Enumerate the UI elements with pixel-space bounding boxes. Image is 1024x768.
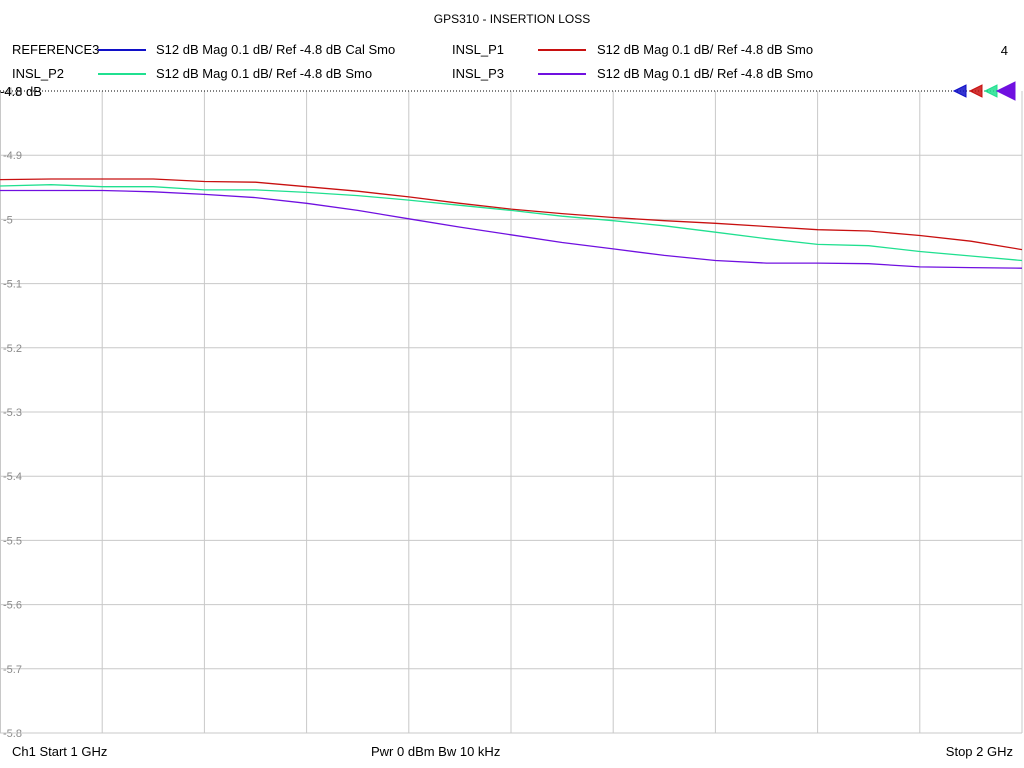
legend-row-2: INSL_P2 S12 dB Mag 0.1 dB/ Ref -4.8 dB S… bbox=[0, 66, 1024, 84]
y-tick-label: -5.2 bbox=[3, 343, 22, 355]
ref-marker-insl-p2 bbox=[983, 84, 998, 98]
y-tick-label: -5.6 bbox=[3, 600, 22, 612]
reference-level-label: -4.8 dB bbox=[0, 84, 42, 99]
trace-swatch-insl-p1 bbox=[538, 49, 586, 51]
trace-name-insl-p3[interactable]: INSL_P3 bbox=[452, 66, 505, 81]
y-tick-label: -5.8 bbox=[3, 728, 22, 740]
y-tick-label: -5.1 bbox=[3, 279, 22, 291]
trace-desc-insl-p1[interactable]: S12 dB Mag 0.1 dB/ Ref -4.8 dB Smo bbox=[597, 42, 814, 57]
trace-desc-reference3[interactable]: S12 dB Mag 0.1 dB/ Ref -4.8 dB Cal Smo bbox=[156, 42, 396, 57]
trace-swatch-insl-p2 bbox=[98, 73, 146, 75]
y-tick-label: -4.8 bbox=[3, 86, 22, 98]
trace-desc-insl-p3[interactable]: S12 dB Mag 0.1 dB/ Ref -4.8 dB Smo bbox=[597, 66, 814, 81]
ref-marker-insl-p3 bbox=[995, 81, 1016, 101]
trace-name-insl-p2[interactable]: INSL_P2 bbox=[12, 66, 65, 81]
series-line-insl-p2 bbox=[0, 184, 1023, 262]
legend-row-1: REFERENCE3 S12 dB Mag 0.1 dB/ Ref -4.8 d… bbox=[0, 42, 1024, 60]
power-bandwidth: Pwr 0 dBm Bw 10 kHz bbox=[371, 744, 501, 759]
start-frequency: Ch1 Start 1 GHz bbox=[12, 744, 108, 759]
series-line-insl-p1 bbox=[0, 178, 1023, 251]
series-line-insl-p3 bbox=[0, 189, 1023, 269]
ref-marker-reference3 bbox=[952, 84, 967, 98]
trace-name-insl-p1[interactable]: INSL_P1 bbox=[452, 42, 505, 57]
trace-name-reference3[interactable]: REFERENCE3 bbox=[12, 42, 100, 57]
trace-swatch-reference3 bbox=[98, 49, 146, 51]
trace-desc-insl-p2[interactable]: S12 dB Mag 0.1 dB/ Ref -4.8 dB Smo bbox=[156, 66, 373, 81]
y-tick-label: -5 bbox=[3, 214, 13, 226]
y-tick-label: -5.4 bbox=[3, 471, 22, 483]
ref-marker-insl-p1 bbox=[968, 84, 983, 98]
y-tick-label: -5.7 bbox=[3, 664, 22, 676]
y-tick-label: -5.5 bbox=[3, 535, 22, 547]
stop-frequency: Stop 2 GHz bbox=[945, 744, 1013, 759]
chart-title: GPS310 - INSERTION LOSS bbox=[433, 12, 591, 26]
channel-number: 4 bbox=[1000, 43, 1008, 58]
y-tick-label: -5.3 bbox=[3, 407, 22, 419]
y-tick-label: -4.9 bbox=[3, 150, 22, 162]
trace-swatch-insl-p3 bbox=[538, 73, 586, 75]
